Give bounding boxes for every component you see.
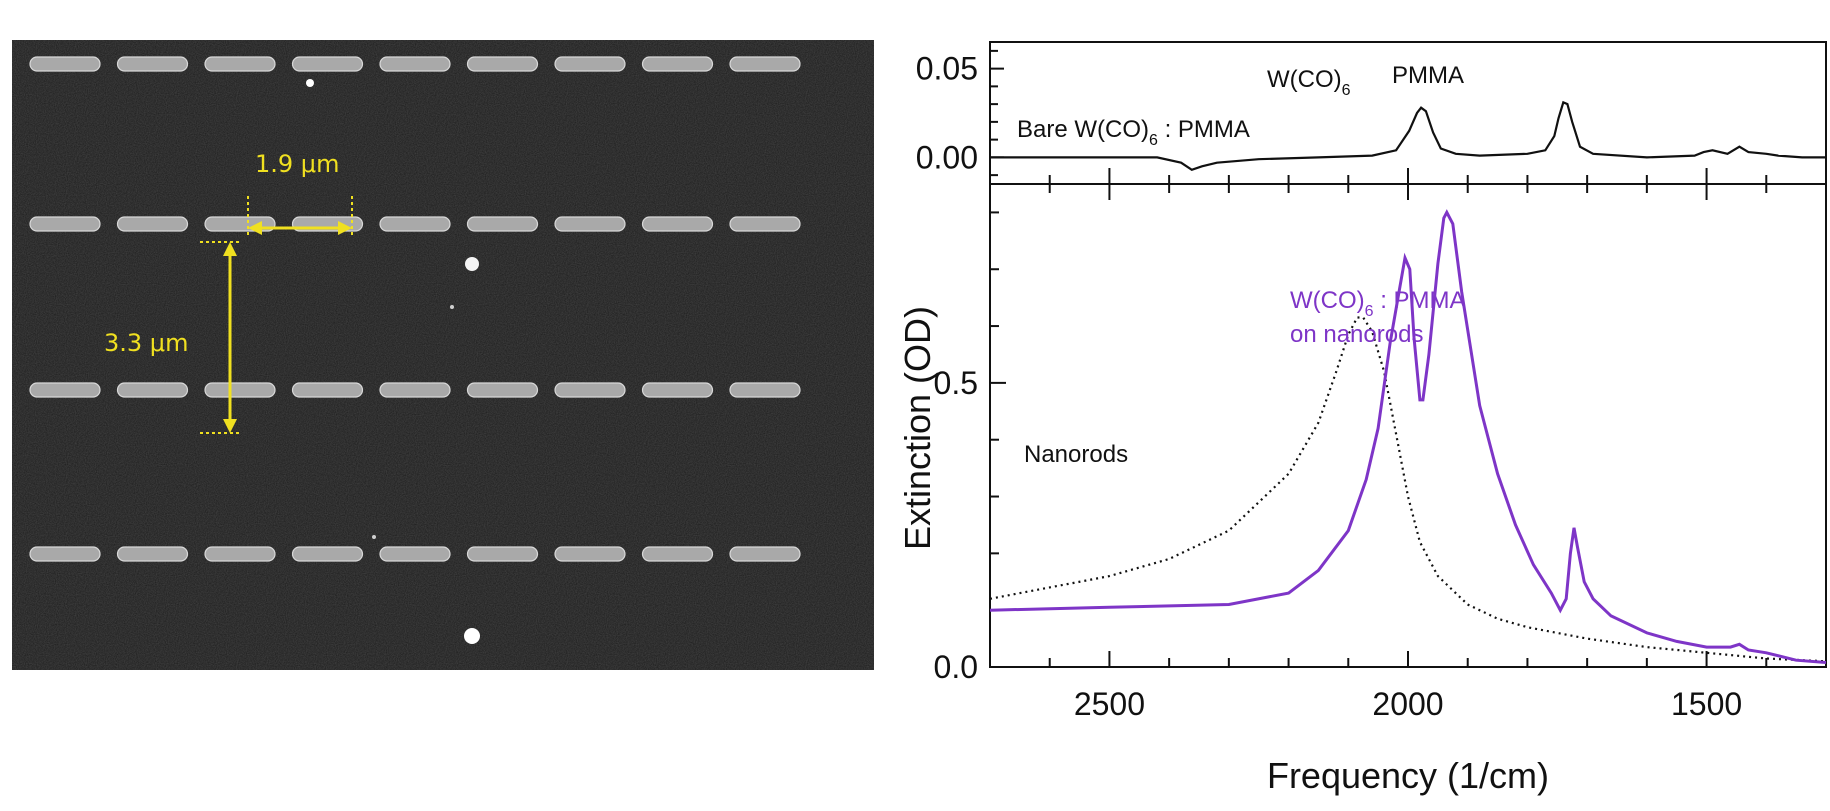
y-tick-label: 0.0 bbox=[934, 649, 978, 685]
series-wco6-pmma-on-nanorods bbox=[989, 209, 1827, 664]
x-tick-label: 1500 bbox=[1671, 686, 1742, 722]
nanorod bbox=[641, 216, 714, 232]
sem-micrograph: 1.9 μm 3.3 μm bbox=[12, 40, 874, 670]
x-axis-title: Frequency (1/cm) bbox=[1267, 755, 1549, 796]
nanorods-annotation: Nanorods bbox=[1024, 441, 1128, 468]
nanorod bbox=[554, 382, 626, 398]
nanorod bbox=[729, 216, 801, 232]
sem-debris-dot bbox=[306, 79, 314, 87]
x-tick-label: 2000 bbox=[1372, 686, 1443, 722]
nanorod bbox=[554, 216, 626, 232]
y-axis-title: Extinction (OD) bbox=[897, 306, 938, 550]
nanorod bbox=[466, 546, 539, 562]
nanorod bbox=[291, 382, 364, 398]
nanorod bbox=[729, 56, 801, 72]
nanorod bbox=[554, 546, 626, 562]
nanorod bbox=[379, 546, 451, 562]
vertical-scale-label: 3.3 μm bbox=[104, 329, 188, 357]
nanorod bbox=[204, 56, 276, 72]
sem-debris-dot bbox=[465, 257, 479, 271]
nanorod bbox=[466, 216, 539, 232]
nanorod bbox=[204, 546, 276, 562]
nanorod bbox=[116, 546, 189, 562]
top-peak1-annotation: W(CO)6 bbox=[1267, 66, 1351, 99]
series-nanorods bbox=[989, 316, 1827, 663]
nanorod bbox=[379, 382, 451, 398]
nanorod bbox=[29, 56, 101, 72]
nanorod-array bbox=[29, 56, 801, 562]
horizontal-scale-label: 1.9 μm bbox=[255, 150, 339, 178]
nanorod bbox=[116, 216, 189, 232]
top-sample-annotation: Bare W(CO)6 : PMMA bbox=[1017, 116, 1250, 149]
y-tick-label: 0.5 bbox=[934, 365, 978, 401]
sem-noise bbox=[12, 40, 874, 670]
sem-debris-dot bbox=[464, 628, 480, 644]
y-tick-label: 0.00 bbox=[916, 139, 978, 175]
nanorod bbox=[729, 546, 801, 562]
bottom-panel-frame bbox=[989, 183, 1827, 668]
nanorod bbox=[554, 56, 626, 72]
bottom-panel-ticks: 2500 2000 1500 0.0 0.5 bbox=[934, 184, 1827, 722]
sem-debris-dot bbox=[372, 535, 376, 539]
nanorod bbox=[116, 382, 189, 398]
nanorod bbox=[466, 382, 539, 398]
coated-annotation-line2: on nanorods bbox=[1290, 321, 1423, 348]
nanorod bbox=[291, 546, 364, 562]
vertical-scale-bar bbox=[200, 241, 242, 434]
nanorod bbox=[641, 382, 714, 398]
nanorod bbox=[29, 382, 101, 398]
series-bare-wco6-pmma bbox=[990, 100, 1826, 172]
horizontal-scale-bar bbox=[247, 196, 353, 238]
nanorod bbox=[729, 382, 801, 398]
nanorod bbox=[291, 56, 364, 72]
extinction-spectra-chart: 0.00 0.05 2500 2000 1500 0.0 0.5 Frequency (1… bbox=[897, 41, 1827, 796]
top-peak2-annotation: PMMA bbox=[1392, 62, 1464, 89]
nanorod bbox=[116, 56, 189, 72]
sem-debris-dot bbox=[450, 305, 454, 309]
coated-annotation-line1: W(CO)6 : PMMA bbox=[1290, 287, 1466, 320]
nanorod bbox=[29, 216, 101, 232]
nanorod bbox=[204, 382, 276, 398]
nanorod bbox=[641, 546, 714, 562]
nanorod bbox=[379, 216, 451, 232]
nanorod bbox=[379, 56, 451, 72]
y-tick-label: 0.05 bbox=[916, 51, 978, 87]
nanorod bbox=[641, 56, 714, 72]
nanorod bbox=[466, 56, 539, 72]
x-tick-label: 2500 bbox=[1074, 686, 1145, 722]
nanorod bbox=[29, 546, 101, 562]
